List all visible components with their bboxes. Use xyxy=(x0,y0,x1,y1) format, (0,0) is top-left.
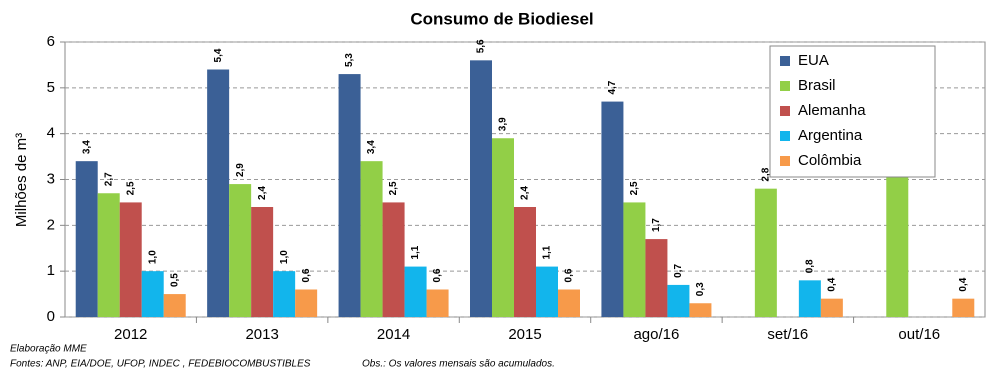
bar xyxy=(536,266,558,317)
bar xyxy=(689,303,712,317)
legend-box xyxy=(769,45,936,178)
y-tick-label: 2 xyxy=(47,216,55,233)
x-tick-label: 2015 xyxy=(508,326,541,343)
value-label: 3,4 xyxy=(366,140,377,154)
bar xyxy=(141,271,164,317)
value-label: 0,4 xyxy=(826,277,837,291)
bar xyxy=(601,101,624,317)
value-label: 2,5 xyxy=(125,181,136,195)
bar xyxy=(886,174,909,317)
y-tick-label: 0 xyxy=(47,308,55,325)
legend-label: Alemanha xyxy=(798,102,866,119)
y-tick-label: 1 xyxy=(47,262,55,279)
bar xyxy=(492,138,514,317)
value-label: 0,5 xyxy=(169,273,180,287)
bar xyxy=(207,69,230,317)
value-label: 1,7 xyxy=(651,218,662,232)
bar xyxy=(360,161,383,317)
bar xyxy=(404,266,427,317)
value-label: 3,4 xyxy=(81,140,92,154)
bar xyxy=(229,184,252,317)
x-tick-label: 2013 xyxy=(245,326,278,343)
legend-swatch xyxy=(780,131,790,141)
bar xyxy=(119,202,142,317)
legend-label: EUA xyxy=(798,52,829,69)
x-tick-label: ago/16 xyxy=(633,326,679,343)
chart-title: Consumo de Biodiesel xyxy=(410,9,593,28)
bar xyxy=(97,193,120,317)
x-tick-label: 2012 xyxy=(114,326,147,343)
value-label: 5,3 xyxy=(344,53,355,67)
value-label: 1,1 xyxy=(410,245,421,259)
value-label: 2,8 xyxy=(760,167,771,181)
value-label: 2,5 xyxy=(388,181,399,195)
bar xyxy=(558,289,580,317)
value-label: 0,8 xyxy=(804,259,815,273)
note: Fontes: ANP, EIA/DOE, UFOP, INDEC , FEDE… xyxy=(10,359,311,370)
value-label: 2,7 xyxy=(103,172,114,186)
legend-label: Argentina xyxy=(798,127,863,144)
x-tick-label: out/16 xyxy=(898,326,940,343)
value-label: 0,6 xyxy=(564,268,575,282)
bar xyxy=(798,280,821,317)
bar xyxy=(623,202,646,317)
legend-swatch xyxy=(780,56,790,66)
legend-swatch xyxy=(780,156,790,166)
value-label: 2,9 xyxy=(235,163,246,177)
value-label: 2,5 xyxy=(629,181,640,195)
y-tick-label: 4 xyxy=(47,125,55,142)
bar xyxy=(470,60,492,317)
y-tick-label: 5 xyxy=(47,79,55,96)
value-label: 0,6 xyxy=(301,268,312,282)
value-label: 2,4 xyxy=(257,186,268,200)
legend-swatch xyxy=(780,81,790,91)
y-axis-label: Milhões de m³ xyxy=(13,133,30,227)
value-label: 5,6 xyxy=(476,39,487,53)
legend-label: Brasil xyxy=(798,77,836,94)
bar xyxy=(645,239,668,317)
bar xyxy=(382,202,405,317)
value-label: 0,6 xyxy=(432,268,443,282)
bar xyxy=(667,284,690,317)
legend-label: Colômbia xyxy=(798,152,862,169)
value-label: 0,3 xyxy=(695,282,706,296)
bar xyxy=(295,289,318,317)
bar xyxy=(338,74,361,317)
y-tick-label: 3 xyxy=(47,170,55,187)
bar xyxy=(75,161,98,317)
bar xyxy=(754,188,777,317)
legend-swatch xyxy=(780,106,790,116)
bar xyxy=(163,294,186,317)
bar xyxy=(251,207,274,317)
y-tick-label: 6 xyxy=(47,33,55,50)
value-label: 2,4 xyxy=(520,186,531,200)
value-label: 0,4 xyxy=(958,277,969,291)
value-label: 0,7 xyxy=(673,264,684,278)
bar xyxy=(426,289,449,317)
bar xyxy=(952,298,975,317)
value-label: 4,7 xyxy=(607,80,618,94)
value-label: 3,9 xyxy=(498,117,509,131)
x-tick-label: set/16 xyxy=(767,326,808,343)
value-label: 5,4 xyxy=(213,48,224,62)
bar xyxy=(514,207,536,317)
note: Elaboração MME xyxy=(10,344,87,355)
note: Obs.: Os valores mensais são acumulados. xyxy=(362,359,555,370)
value-label: 1,0 xyxy=(279,250,290,264)
bar xyxy=(820,298,843,317)
value-label: 1,1 xyxy=(542,245,553,259)
value-label: 1,0 xyxy=(147,250,158,264)
x-tick-label: 2014 xyxy=(377,326,410,343)
bar xyxy=(273,271,296,317)
